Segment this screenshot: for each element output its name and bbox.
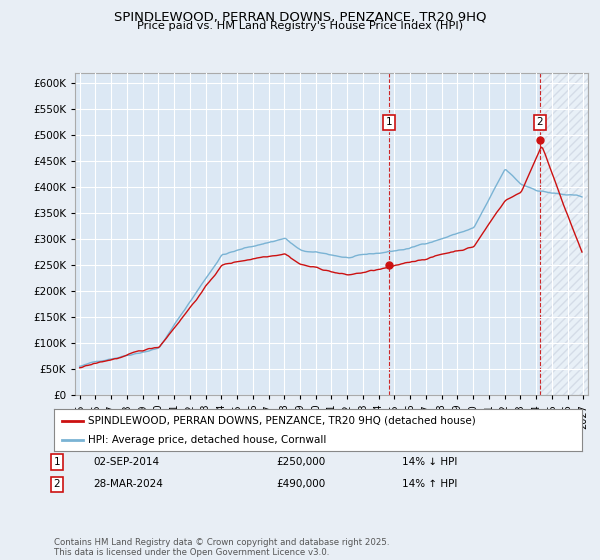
Text: HPI: Average price, detached house, Cornwall: HPI: Average price, detached house, Corn… — [88, 435, 326, 445]
Text: SPINDLEWOOD, PERRAN DOWNS, PENZANCE, TR20 9HQ (detached house): SPINDLEWOOD, PERRAN DOWNS, PENZANCE, TR2… — [88, 416, 476, 426]
Polygon shape — [540, 73, 588, 395]
Text: Price paid vs. HM Land Registry's House Price Index (HPI): Price paid vs. HM Land Registry's House … — [137, 21, 463, 31]
Text: 1: 1 — [386, 117, 392, 127]
Text: SPINDLEWOOD, PERRAN DOWNS, PENZANCE, TR20 9HQ: SPINDLEWOOD, PERRAN DOWNS, PENZANCE, TR2… — [114, 10, 486, 23]
Text: 14% ↓ HPI: 14% ↓ HPI — [402, 457, 457, 467]
Text: 1: 1 — [53, 457, 61, 467]
Text: 02-SEP-2014: 02-SEP-2014 — [93, 457, 159, 467]
Text: 2: 2 — [536, 117, 544, 127]
Text: 2: 2 — [53, 479, 61, 489]
Text: £250,000: £250,000 — [276, 457, 325, 467]
Text: 28-MAR-2024: 28-MAR-2024 — [93, 479, 163, 489]
Text: £490,000: £490,000 — [276, 479, 325, 489]
Text: Contains HM Land Registry data © Crown copyright and database right 2025.
This d: Contains HM Land Registry data © Crown c… — [54, 538, 389, 557]
Text: 14% ↑ HPI: 14% ↑ HPI — [402, 479, 457, 489]
